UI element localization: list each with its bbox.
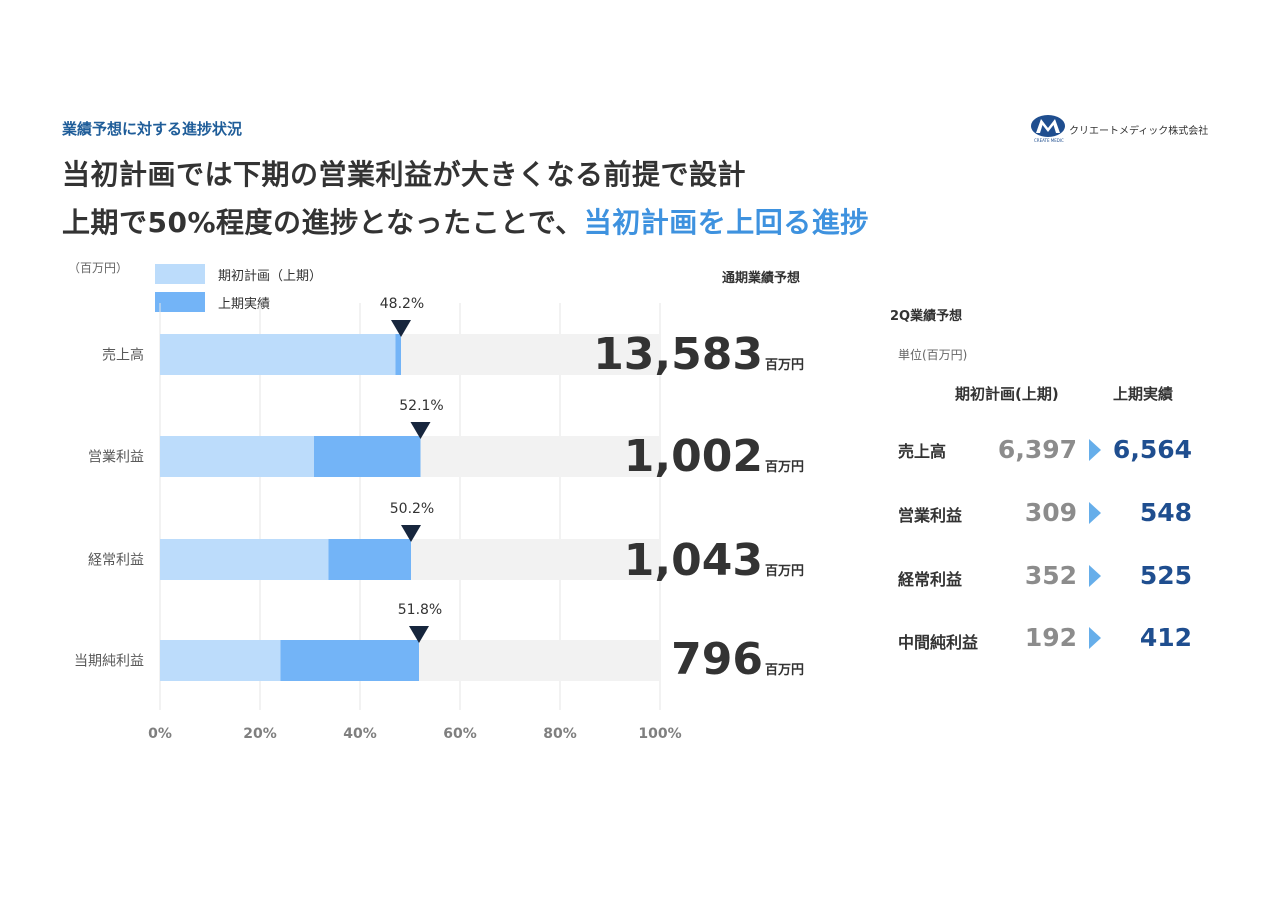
logo-text: クリエートメディック株式会社 bbox=[1069, 125, 1209, 137]
section-label: 業績予想に対する進捗状況 bbox=[62, 120, 243, 138]
q2-row-plan: 6,397 bbox=[997, 435, 1077, 464]
headline-line-1: 当初計画では下期の営業利益が大きくなる前提で設計 bbox=[62, 158, 747, 191]
bar-plan bbox=[160, 334, 396, 375]
bar-plan bbox=[160, 539, 329, 580]
q2-row-actual: 6,564 bbox=[1112, 435, 1192, 464]
q2-unit-label: 単位(百万円) bbox=[898, 348, 968, 362]
bar-actual bbox=[328, 539, 411, 580]
q2-row-actual: 548 bbox=[1139, 498, 1192, 527]
bar-plan bbox=[160, 436, 314, 477]
progress-label: 48.2% bbox=[380, 296, 424, 312]
create-medic-logo-icon bbox=[1031, 115, 1065, 137]
legend-swatch-plan bbox=[155, 264, 205, 284]
progress-marker bbox=[409, 626, 429, 643]
x-tick-label: 60% bbox=[443, 726, 477, 742]
q2-row-label: 営業利益 bbox=[898, 506, 963, 525]
progress-marker bbox=[401, 525, 421, 542]
logo-sub-text: CREATE MEDIC bbox=[1034, 138, 1064, 143]
arrow-right-icon bbox=[1089, 627, 1101, 649]
full-year-unit: 百万円 bbox=[764, 358, 804, 373]
bar-actual bbox=[395, 334, 401, 375]
q2-row-label: 売上高 bbox=[898, 442, 947, 461]
full-year-ordinary-profit-value: 1,043 bbox=[623, 535, 763, 586]
category-label: 当期純利益 bbox=[74, 654, 144, 670]
full-year-net-profit: 796 百万円 bbox=[671, 638, 804, 682]
progress-label: 50.2% bbox=[390, 501, 434, 517]
progress-label: 52.1% bbox=[399, 398, 443, 414]
bar-plan bbox=[160, 640, 281, 681]
bar-actual bbox=[314, 436, 421, 477]
full-year-ordinary-profit: 1,043 百万円 bbox=[624, 539, 804, 583]
category-label: 売上高 bbox=[102, 347, 144, 364]
legend-item-actual: 上期実績 bbox=[155, 292, 270, 312]
chart-unit-label: （百万円） bbox=[68, 261, 129, 275]
q2-col-actual: 上期実績 bbox=[1113, 385, 1174, 403]
full-year-operating-profit: 1,002 百万円 bbox=[624, 435, 804, 479]
category-label: 営業利益 bbox=[88, 450, 144, 466]
category-label: 経常利益 bbox=[88, 553, 144, 569]
x-tick-label: 100% bbox=[638, 726, 681, 742]
legend-label-plan: 期初計画（上期） bbox=[218, 268, 323, 284]
q2-row-plan: 192 bbox=[1024, 623, 1077, 652]
q2-col-plan: 期初計画(上期) bbox=[955, 385, 1059, 403]
arrow-right-icon bbox=[1089, 439, 1101, 461]
full-year-title: 通期業績予想 bbox=[722, 271, 801, 286]
full-year-unit: 百万円 bbox=[764, 663, 804, 678]
q2-row-actual: 412 bbox=[1139, 623, 1192, 652]
arrow-right-icon bbox=[1089, 502, 1101, 524]
full-year-sales: 13,583 百万円 bbox=[593, 333, 804, 377]
headline-line-2-plain: 上期で50%程度の進捗となったことで、 bbox=[62, 206, 584, 239]
full-year-unit: 百万円 bbox=[764, 460, 804, 475]
full-year-sales-value: 13,583 bbox=[593, 329, 763, 380]
progress-marker bbox=[391, 320, 411, 337]
legend-label-actual: 上期実績 bbox=[218, 296, 271, 312]
x-tick-label: 40% bbox=[343, 726, 377, 742]
x-tick-label: 0% bbox=[148, 726, 172, 742]
q2-row-plan: 352 bbox=[1024, 561, 1077, 590]
legend-item-plan: 期初計画（上期） bbox=[155, 264, 322, 284]
q2-row-label: 中間純利益 bbox=[898, 633, 979, 652]
q2-row-actual: 525 bbox=[1139, 561, 1192, 590]
full-year-net-profit-value: 796 bbox=[671, 634, 763, 685]
progress-marker bbox=[410, 422, 431, 439]
full-year-operating-profit-value: 1,002 bbox=[623, 431, 763, 482]
x-tick-label: 20% bbox=[243, 726, 277, 742]
q2-row-plan: 309 bbox=[1024, 498, 1077, 527]
x-tick-label: 80% bbox=[543, 726, 577, 742]
legend-swatch-actual bbox=[155, 292, 205, 312]
q2-title: 2Q業績予想 bbox=[890, 309, 963, 324]
progress-bar-chart: 0% 20% 40% 60% 80% 100% 48.2% 売上高 52.1% 営業利益 50.2%… bbox=[74, 296, 682, 742]
arrow-right-icon bbox=[1089, 565, 1101, 587]
bar-actual bbox=[280, 640, 419, 681]
progress-label: 51.8% bbox=[398, 602, 442, 618]
headline-line-2: 上期で50%程度の進捗となったことで、当初計画を上回る進捗 bbox=[62, 201, 869, 241]
q2-row-label: 経常利益 bbox=[898, 570, 963, 589]
company-logo: CREATE MEDIC クリエートメディック株式会社 bbox=[1030, 114, 1208, 144]
headline-line-2-highlight: 当初計画を上回る進捗 bbox=[583, 206, 869, 239]
full-year-unit: 百万円 bbox=[764, 564, 804, 579]
